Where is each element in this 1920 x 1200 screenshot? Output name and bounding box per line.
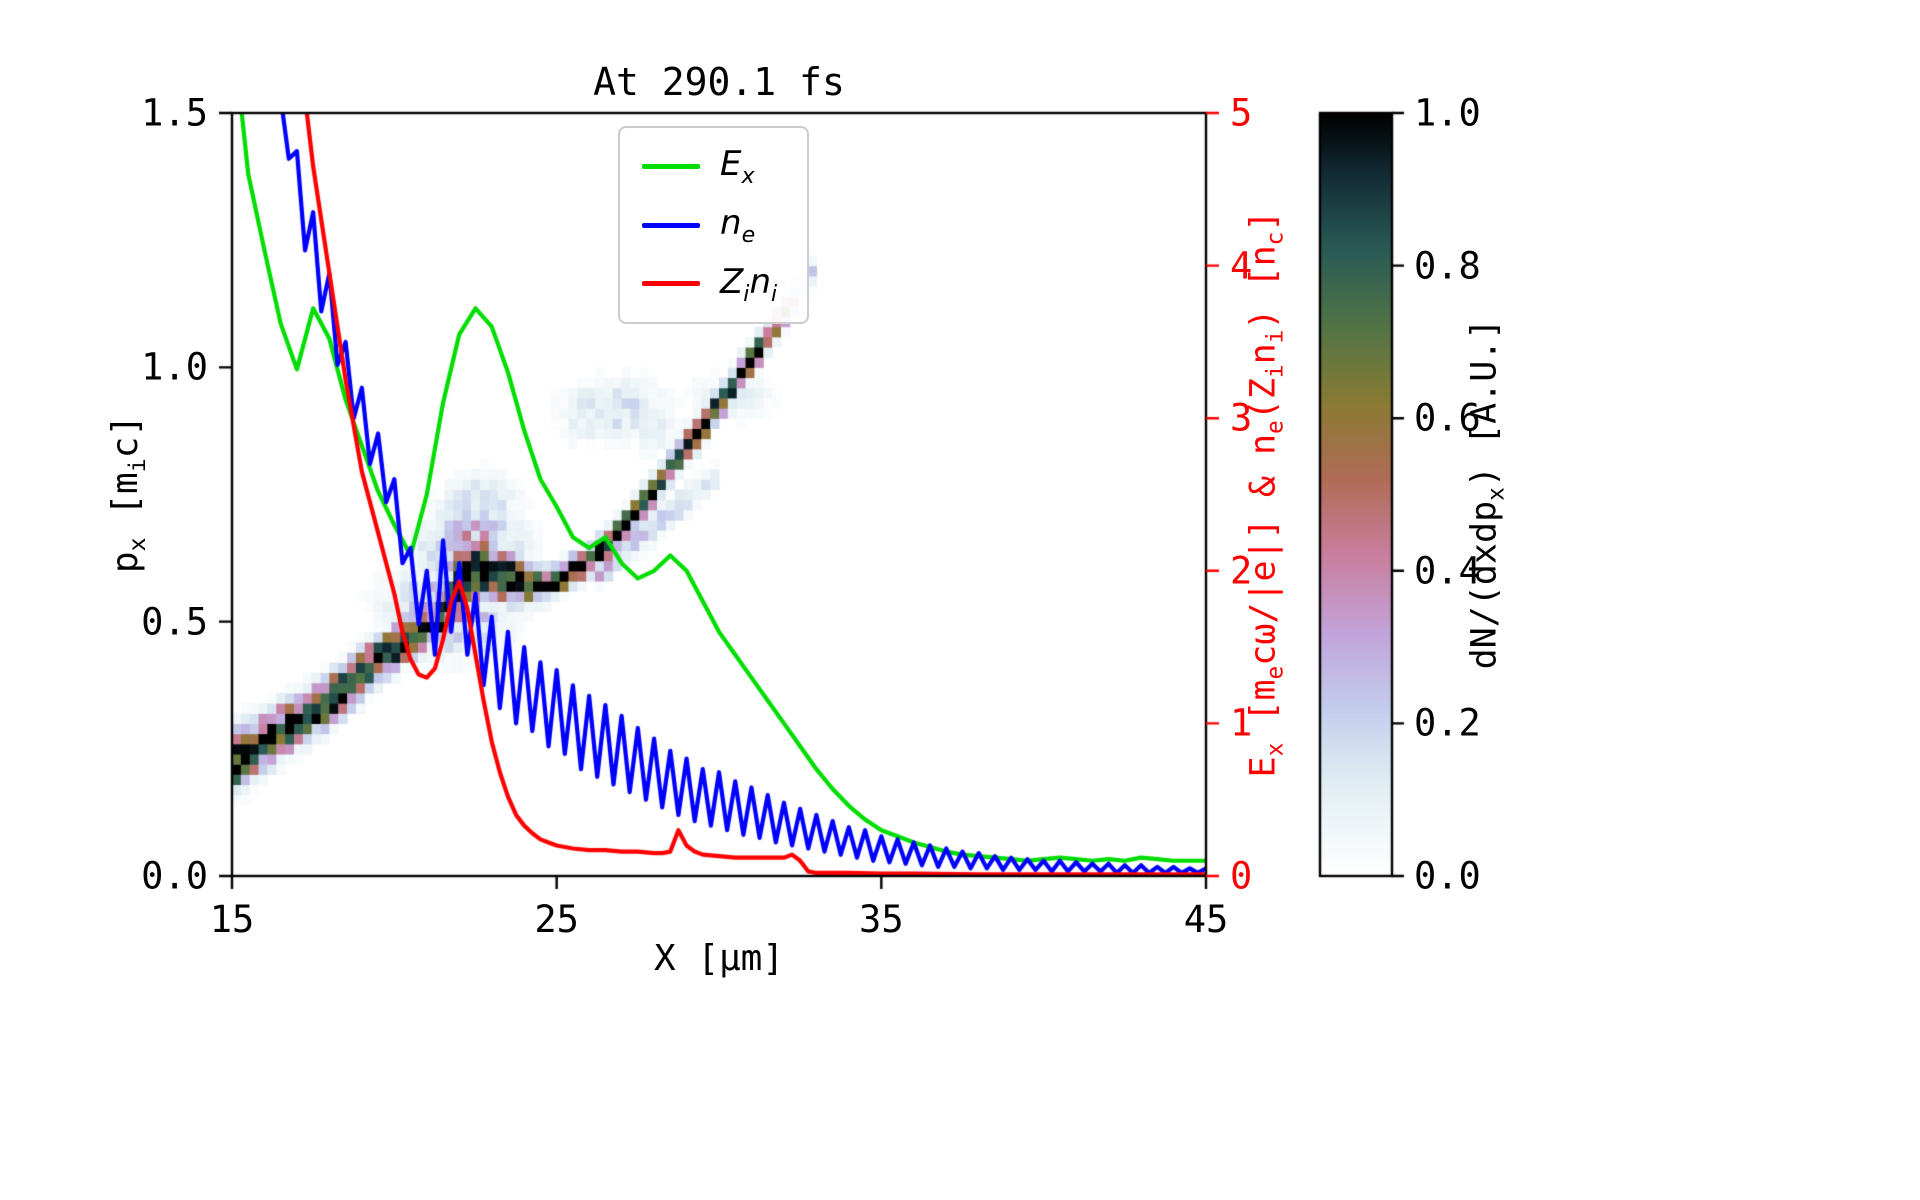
legend-label: Zini: [720, 261, 778, 307]
legend-label: Ex: [720, 144, 755, 189]
legend-item-zini: Zini: [642, 261, 778, 307]
legend-line-swatch: [642, 222, 700, 228]
legend-line-swatch: [642, 281, 700, 287]
legend-item-ne: ne: [642, 203, 777, 248]
legend-line-swatch: [642, 163, 700, 169]
legend-label: ne: [720, 202, 756, 248]
legend: Ex ne Zini: [618, 126, 810, 325]
legend-item-ex: Ex: [642, 144, 777, 189]
